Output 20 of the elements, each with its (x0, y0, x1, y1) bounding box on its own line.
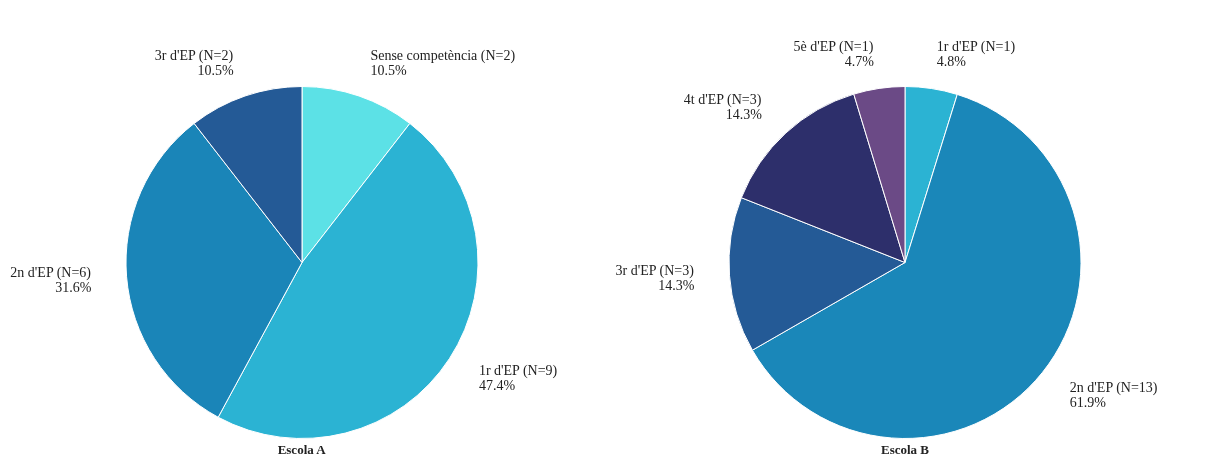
data-label: 61.9% (1069, 394, 1107, 410)
slice-label: 2n d'EP (N=13) (1069, 379, 1158, 396)
slice-label: 1r d'EP (N=9) (478, 362, 558, 379)
slice-label: 3r d'EP (N=2) (154, 47, 234, 64)
data-label: 47.4% (478, 377, 516, 393)
text: Escola B (880, 442, 930, 454)
data-label: 4.7% (844, 53, 875, 69)
data-label: 14.3% (725, 107, 763, 123)
slice-label: 5è d'EP (N=1) (793, 38, 874, 55)
slice-label: 4t d'EP (N=3) (683, 92, 762, 109)
data-label: 14.3% (658, 277, 695, 293)
data-label: 10.5% (370, 62, 407, 78)
data-label: 10.5% (197, 62, 234, 78)
text: Escola A (277, 442, 327, 454)
slice-label: Sense competència (N=2) (370, 47, 516, 64)
slice-label: 3r d'EP (N=3) (615, 262, 695, 279)
data-label: 31.6% (55, 279, 92, 295)
slice-label: 2n d'EP (N=6) (10, 264, 92, 281)
data-label: 4.8% (936, 53, 967, 69)
slice-label: 1r d'EP (N=1) (936, 38, 1016, 55)
